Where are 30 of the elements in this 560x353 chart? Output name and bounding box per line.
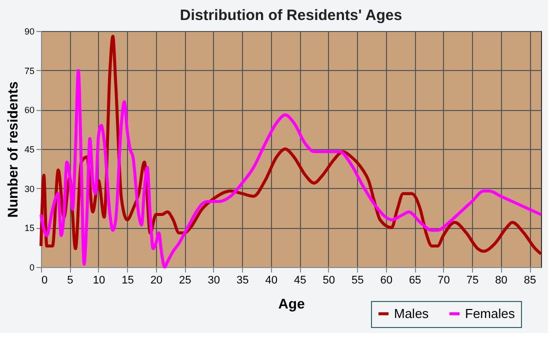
x-tick-label: 40 — [265, 274, 278, 286]
x-tick-label: 15 — [122, 274, 134, 286]
x-tick-label: 55 — [351, 274, 364, 286]
y-axis-title: Number of residents — [4, 81, 20, 218]
chart-title: Distribution of Residents' Ages — [180, 7, 402, 24]
x-tick-label: 25 — [179, 274, 192, 286]
x-tick-label: 30 — [208, 274, 220, 286]
x-tick-label: 20 — [150, 274, 163, 286]
y-tick-label: 75 — [24, 66, 34, 76]
x-tick-label: 65 — [408, 274, 422, 286]
y-tick-label: 30 — [24, 184, 34, 194]
y-tick-label: 90 — [24, 26, 34, 36]
x-tick-label: 80 — [495, 274, 508, 286]
x-tick-label: 75 — [466, 274, 479, 286]
x-tick-label: 70 — [438, 274, 450, 286]
y-tick-label: 0 — [29, 262, 34, 272]
x-tick-label: 10 — [92, 274, 106, 286]
x-tick-label: 0 — [42, 274, 48, 286]
x-tick-label: 35 — [236, 274, 249, 286]
x-tick-label: 5 — [67, 274, 74, 286]
x-axis-title: Age — [278, 296, 305, 312]
y-tick-label: 15 — [24, 223, 34, 234]
legend-label: Females — [465, 306, 516, 321]
x-tick-label: 85 — [524, 274, 536, 286]
legend-label: Males — [394, 306, 430, 321]
x-tick-label: 50 — [322, 274, 335, 286]
x-tick-label: 60 — [380, 274, 392, 286]
y-tick-label: 60 — [24, 105, 34, 116]
y-tick-label: 45 — [24, 144, 34, 154]
x-tick-label: 45 — [294, 274, 306, 286]
